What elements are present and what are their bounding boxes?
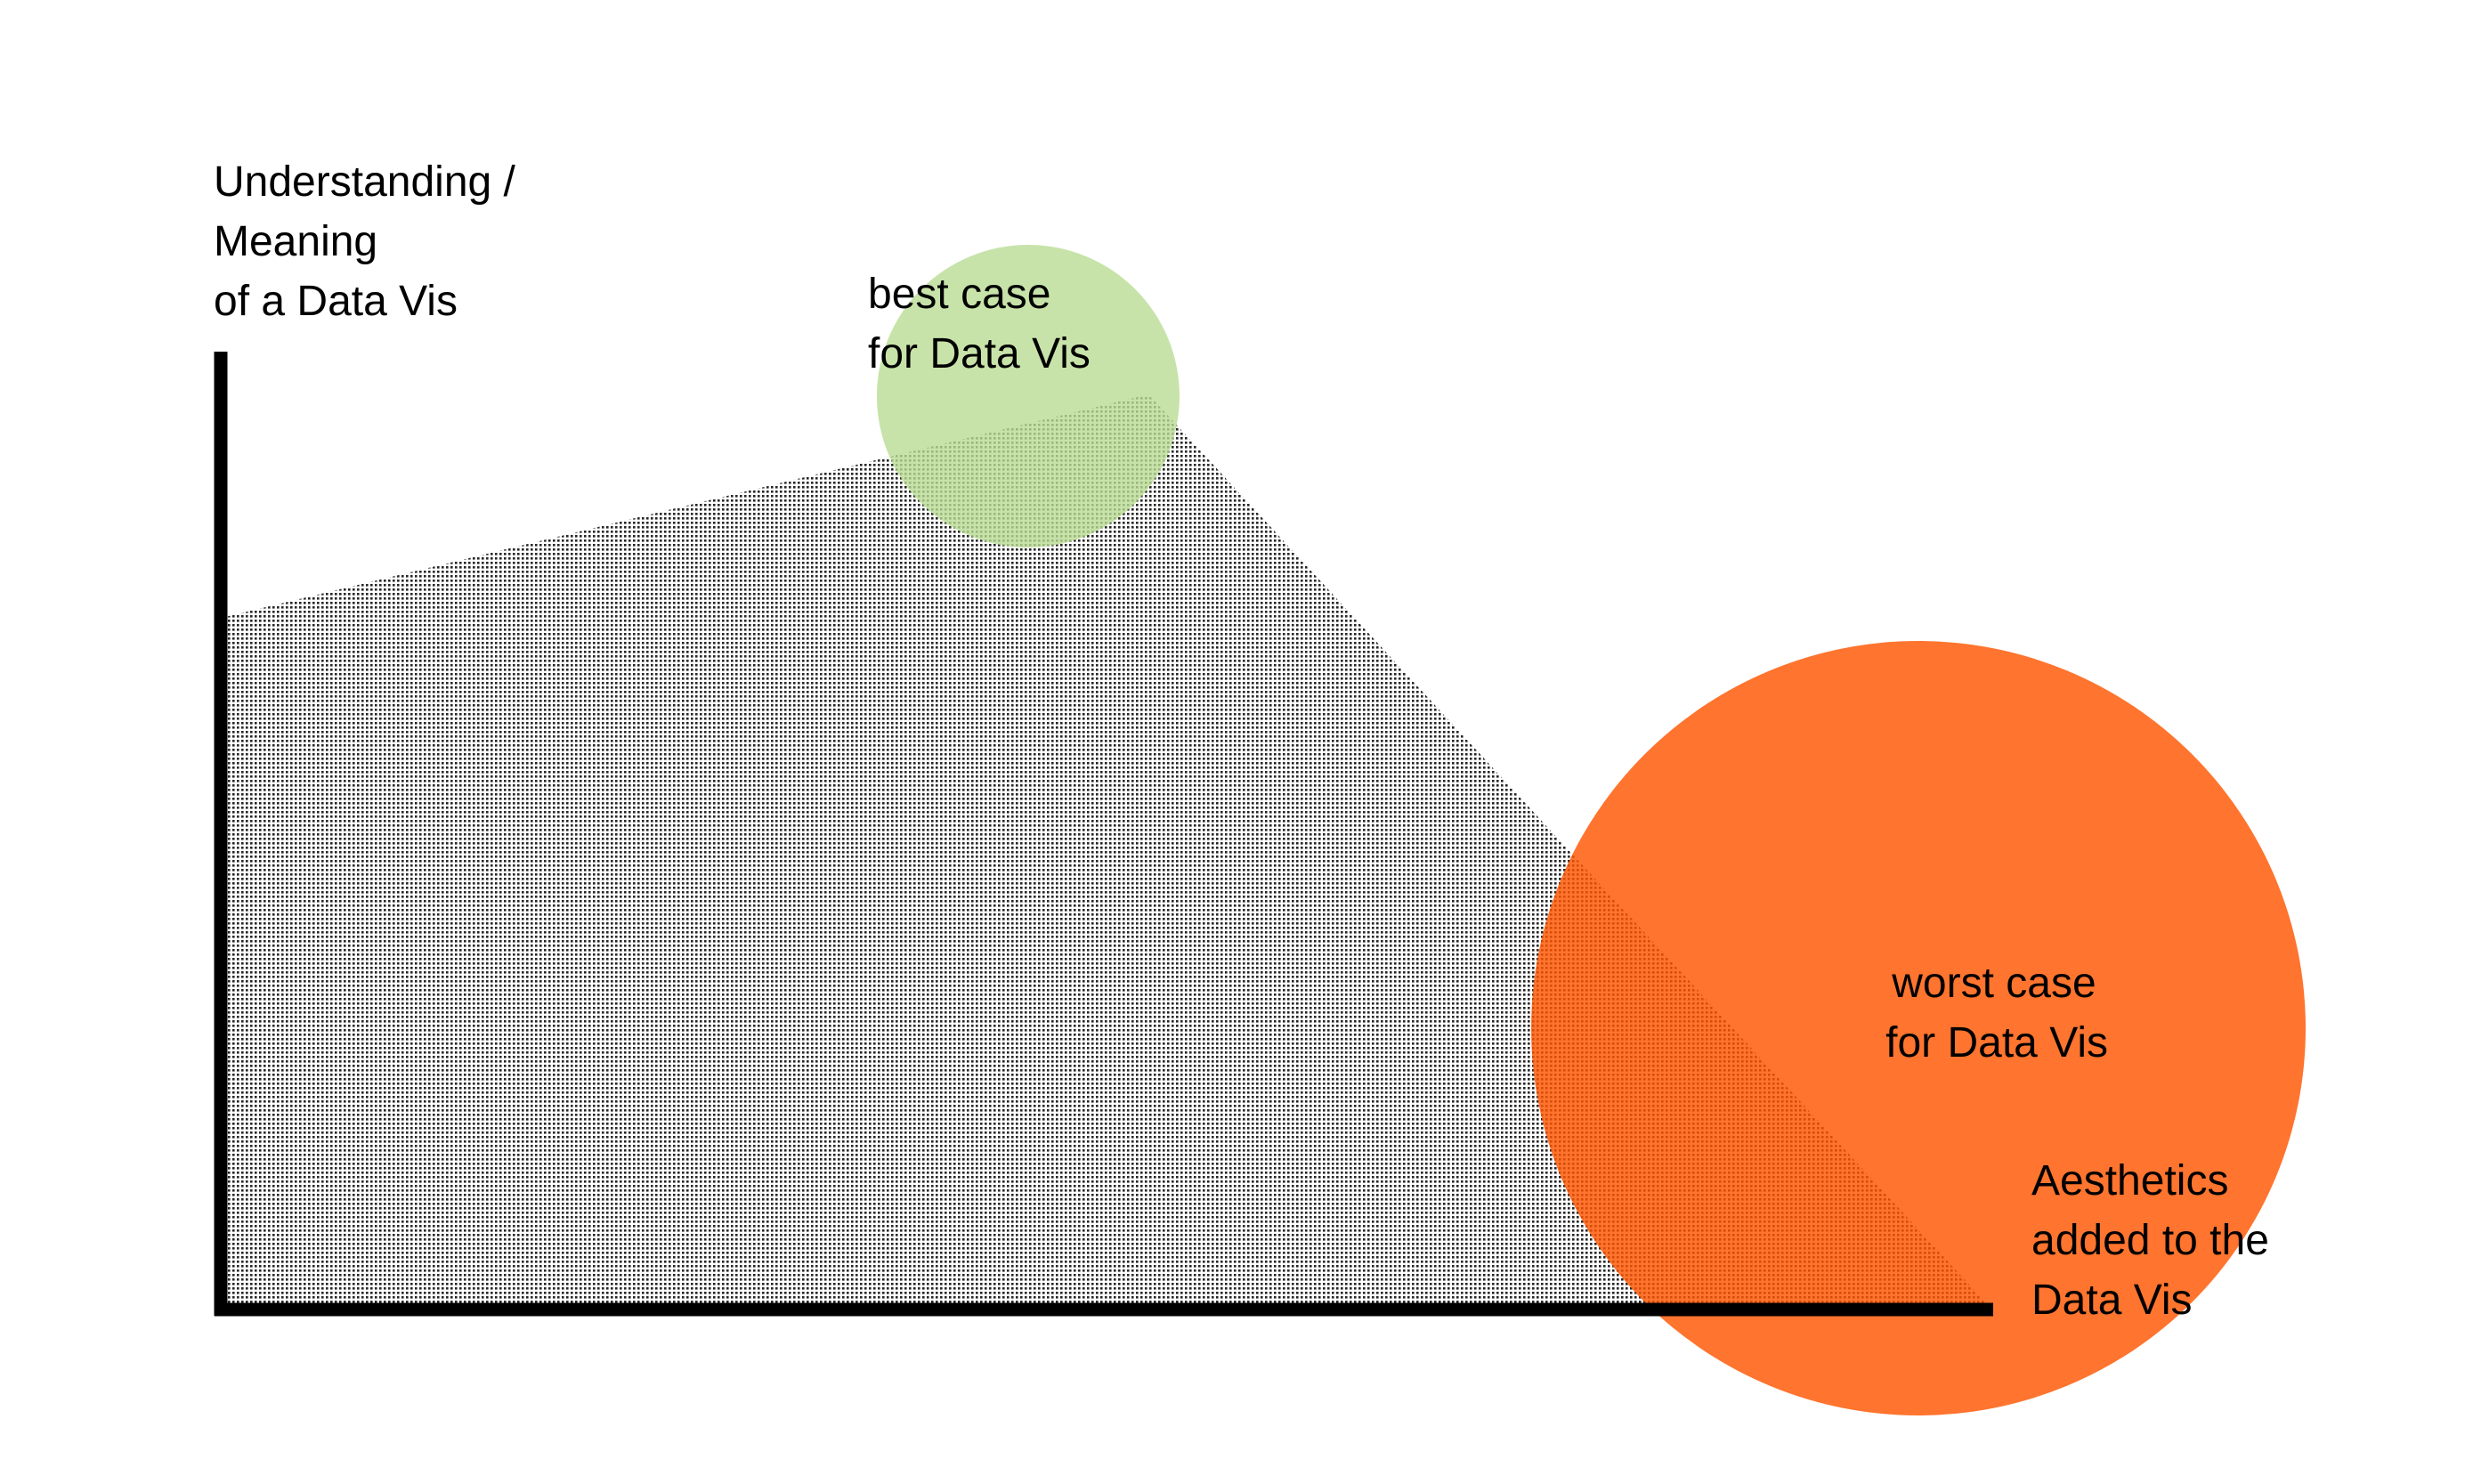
y-axis-label-line-2: Meaning: [214, 218, 377, 265]
best-case-label: best case for Data Vis: [868, 271, 1091, 377]
best-case-circle: [877, 245, 1180, 547]
best-case-label-line-2: for Data Vis: [868, 330, 1091, 377]
worst-case-label-line-2: for Data Vis: [1885, 1019, 2108, 1066]
best-case-label-line-1: best case: [868, 271, 1050, 318]
x-axis-label-line-1: Aesthetics: [2031, 1157, 2228, 1204]
x-axis-label-line-2: added to the: [2031, 1217, 2269, 1264]
x-axis-label-line-3: Data Vis: [2031, 1277, 2193, 1324]
y-axis-label-line-1: Understanding /: [214, 158, 516, 206]
y-axis-label-line-3: of a Data Vis: [214, 278, 458, 325]
worst-case-label: worst case for Data Vis: [1885, 960, 2108, 1066]
y-axis-label: Understanding / Meaning of a Data Vis: [214, 158, 527, 325]
worst-case-label-line-1: worst case: [1891, 960, 2096, 1007]
worst-case-circle: [1531, 641, 2306, 1415]
x-axis-label: Aesthetics added to the Data Vis: [2031, 1157, 2281, 1324]
